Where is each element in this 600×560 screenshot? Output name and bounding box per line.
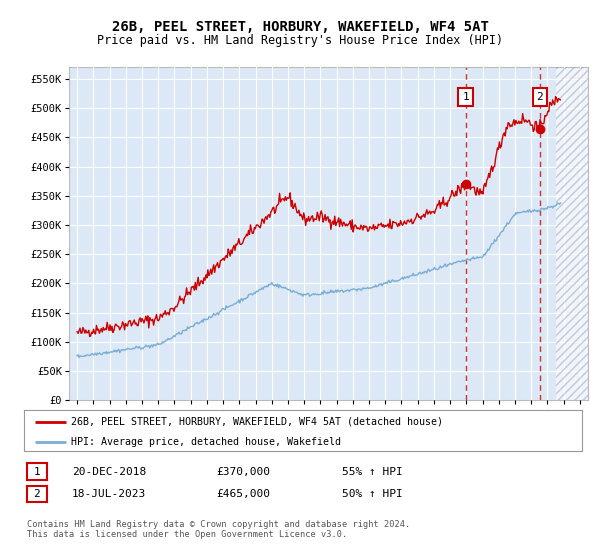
Text: Contains HM Land Registry data © Crown copyright and database right 2024.
This d: Contains HM Land Registry data © Crown c… (27, 520, 410, 539)
Text: 55% ↑ HPI: 55% ↑ HPI (342, 466, 403, 477)
Text: 2: 2 (536, 92, 544, 102)
Text: 1: 1 (463, 92, 469, 102)
Text: 2: 2 (34, 489, 40, 499)
Text: 50% ↑ HPI: 50% ↑ HPI (342, 489, 403, 499)
Text: 1: 1 (34, 466, 40, 477)
Text: £465,000: £465,000 (216, 489, 270, 499)
Text: 18-JUL-2023: 18-JUL-2023 (72, 489, 146, 499)
Text: HPI: Average price, detached house, Wakefield: HPI: Average price, detached house, Wake… (71, 437, 341, 447)
Text: 20-DEC-2018: 20-DEC-2018 (72, 466, 146, 477)
Text: 26B, PEEL STREET, HORBURY, WAKEFIELD, WF4 5AT: 26B, PEEL STREET, HORBURY, WAKEFIELD, WF… (112, 20, 488, 34)
Text: Price paid vs. HM Land Registry's House Price Index (HPI): Price paid vs. HM Land Registry's House … (97, 34, 503, 48)
Bar (556, 67, 588, 400)
Text: 26B, PEEL STREET, HORBURY, WAKEFIELD, WF4 5AT (detached house): 26B, PEEL STREET, HORBURY, WAKEFIELD, WF… (71, 417, 443, 427)
Text: £370,000: £370,000 (216, 466, 270, 477)
Bar (556, 67, 588, 400)
